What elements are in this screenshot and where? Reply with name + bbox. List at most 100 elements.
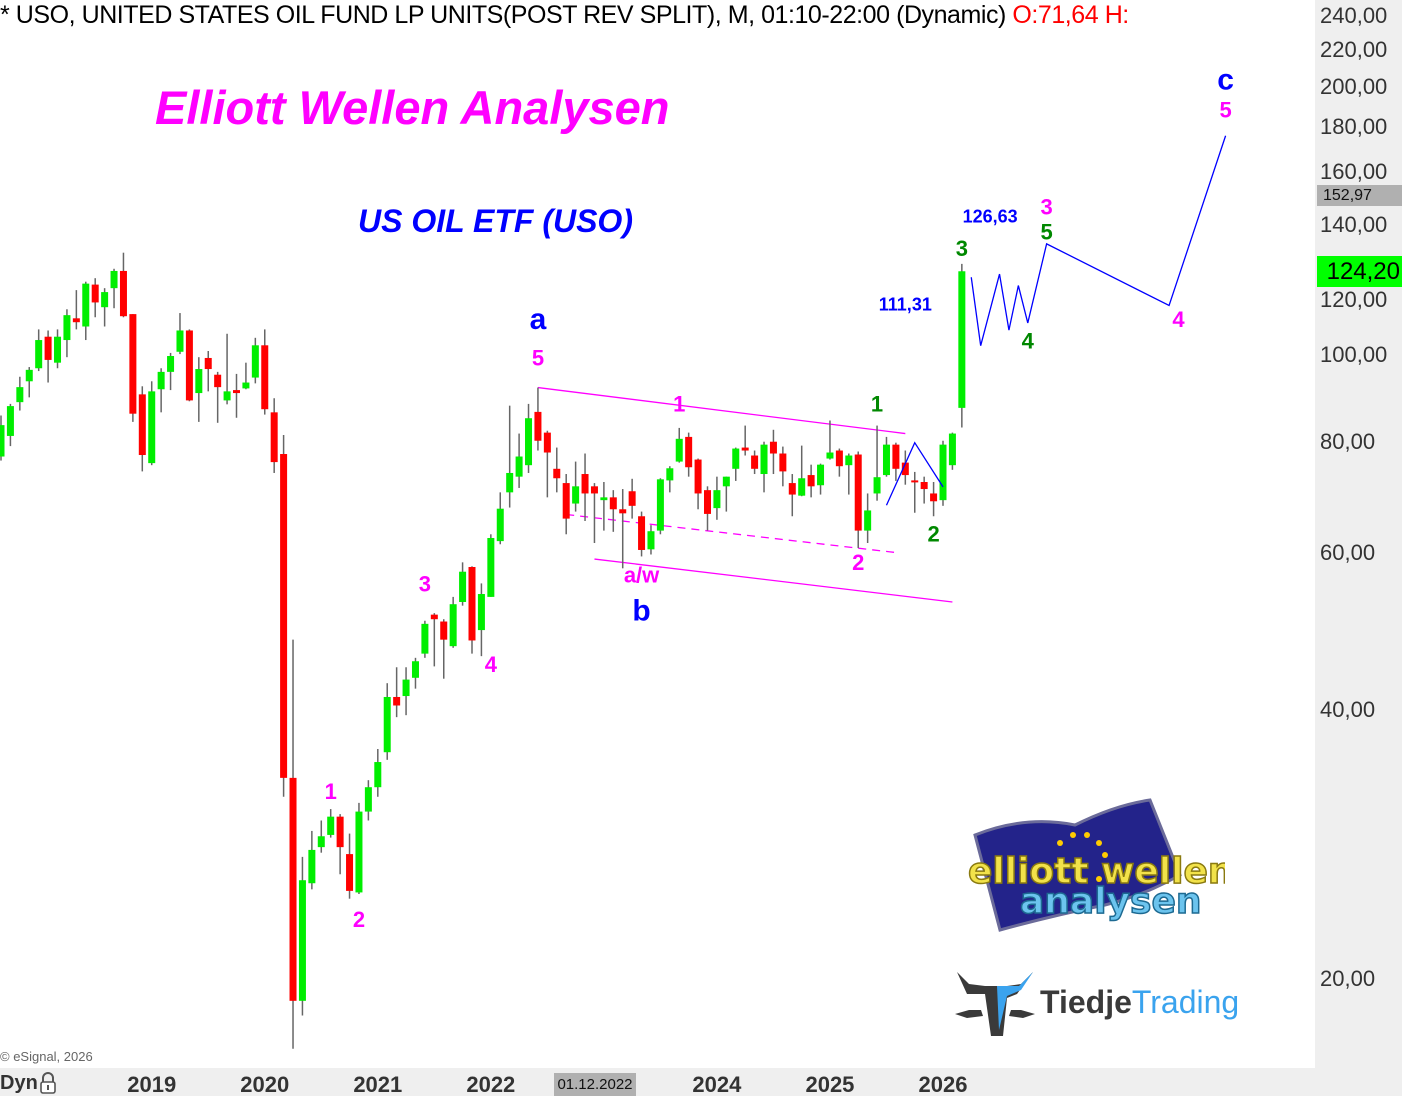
candle-up bbox=[157, 371, 165, 390]
candle-up bbox=[35, 340, 43, 369]
candle-up bbox=[845, 455, 853, 466]
wave-label: 126,63 bbox=[963, 206, 1018, 226]
wave-label: 5 bbox=[532, 346, 544, 371]
candle-up bbox=[948, 433, 956, 466]
x-tick-label: 2019 bbox=[127, 1072, 177, 1097]
y-tick-label: 20,00 bbox=[1320, 965, 1376, 991]
y-tick-label: 140,00 bbox=[1320, 211, 1388, 237]
candle-up bbox=[101, 292, 109, 308]
candle-down bbox=[901, 462, 909, 476]
lock-icon[interactable] bbox=[38, 1072, 58, 1099]
channel-trendline bbox=[594, 558, 953, 603]
candle-up bbox=[826, 452, 834, 459]
y-tick-label: 80,00 bbox=[1320, 428, 1376, 454]
candle-up bbox=[148, 391, 156, 464]
candle-down bbox=[911, 480, 919, 483]
crosshair-date-label: 01.12.2022 bbox=[554, 1073, 636, 1096]
candle-down bbox=[233, 390, 240, 394]
y-tick-label: 100,00 bbox=[1320, 342, 1388, 368]
candle-up bbox=[600, 497, 608, 501]
candle-up bbox=[732, 448, 740, 469]
candle-up bbox=[817, 464, 825, 486]
candle-down bbox=[468, 566, 476, 641]
chart-plot-area[interactable]: 1 2 3 4 5 a 1 a/w b 2 1 2 3 126,63 111,31 3 5 4 4 5 c bbox=[0, 0, 1315, 1068]
candle-up bbox=[525, 418, 533, 466]
candle-up bbox=[873, 477, 881, 494]
candle-down bbox=[835, 450, 843, 467]
candle-down bbox=[543, 432, 551, 453]
candle-up bbox=[298, 880, 306, 1001]
candle-down bbox=[920, 482, 928, 490]
wave-label: 1 bbox=[673, 391, 685, 416]
y-tick-label: 200,00 bbox=[1320, 73, 1388, 99]
x-tick-label: 2024 bbox=[692, 1072, 742, 1097]
y-tick-label: 60,00 bbox=[1320, 540, 1376, 566]
candle-down bbox=[562, 483, 570, 519]
headline-title: Elliott Wellen Analysen bbox=[155, 81, 670, 134]
svg-text:analysen: analysen bbox=[1020, 881, 1202, 922]
svg-text:elliott wellen: elliott wellen bbox=[968, 851, 1225, 892]
y-tick-label: 220,00 bbox=[1320, 36, 1388, 62]
x-tick-label: 2020 bbox=[240, 1072, 290, 1097]
candle-down bbox=[204, 357, 212, 370]
candle-down bbox=[779, 453, 787, 472]
time-axis[interactable]: 2019 2020 2021 2022 2024 2025 2026 bbox=[0, 1068, 1315, 1097]
candle-up bbox=[515, 456, 523, 477]
y-tick-label: 40,00 bbox=[1320, 697, 1376, 723]
ohlc-readout: O:71,64 H: bbox=[1012, 1, 1129, 29]
candle-up bbox=[449, 604, 457, 647]
wave-label: 1 bbox=[325, 779, 337, 804]
candle-down bbox=[619, 509, 627, 514]
candle-down bbox=[628, 491, 636, 506]
wave-label: 4 bbox=[1022, 328, 1035, 353]
candle-up bbox=[647, 531, 655, 550]
candle-up bbox=[251, 345, 259, 378]
candle-down bbox=[214, 374, 222, 388]
candle-down bbox=[751, 455, 759, 469]
wave-projection-path bbox=[970, 135, 1227, 346]
wave-label: 3 bbox=[1040, 194, 1052, 219]
candle-down bbox=[44, 336, 52, 360]
candle-down bbox=[119, 270, 127, 317]
y-tick-label: 120,00 bbox=[1320, 287, 1388, 312]
candle-up bbox=[327, 816, 335, 835]
candle-up bbox=[383, 696, 391, 753]
y-tick-label: 160,00 bbox=[1320, 159, 1388, 184]
price-axis[interactable]: 240,00 220,00 200,00 180,00 160,00 140,00 120,… bbox=[1315, 0, 1402, 1096]
candle-down bbox=[336, 816, 344, 848]
wave-label: 5 bbox=[1219, 98, 1231, 123]
candle-down bbox=[704, 490, 711, 514]
candle-down bbox=[854, 454, 862, 531]
candle-up bbox=[16, 387, 24, 403]
wave-label: 111,31 bbox=[879, 295, 932, 315]
candle-up bbox=[317, 836, 325, 848]
candle-up bbox=[798, 478, 806, 496]
candle-up bbox=[666, 468, 674, 481]
wave-label: 5 bbox=[1040, 220, 1052, 245]
wave-label: 1 bbox=[871, 391, 883, 416]
copyright-text: © eSignal, 2026 bbox=[0, 1049, 93, 1064]
chart-subtitle: US OIL ETF (USO) bbox=[358, 203, 633, 239]
x-tick-label: 2021 bbox=[353, 1072, 403, 1097]
candle-up bbox=[0, 425, 5, 457]
candle-down bbox=[788, 483, 796, 495]
candle-up bbox=[63, 315, 71, 341]
candle-up bbox=[82, 283, 90, 327]
candle-down bbox=[685, 436, 693, 468]
wave-projection-path bbox=[885, 441, 944, 506]
candle-up bbox=[54, 336, 62, 363]
candle-down bbox=[185, 330, 193, 401]
candle-up bbox=[6, 406, 14, 436]
wave-label: b bbox=[632, 594, 650, 627]
candle-down bbox=[346, 854, 354, 891]
candle-up bbox=[477, 594, 485, 631]
candle-up bbox=[572, 486, 580, 504]
candle-down bbox=[581, 474, 589, 494]
candle-up bbox=[496, 508, 504, 542]
candle-up bbox=[223, 391, 231, 401]
candle-down bbox=[534, 411, 542, 441]
candle-down bbox=[129, 314, 137, 414]
candle-up bbox=[110, 270, 118, 289]
candle-down bbox=[638, 516, 646, 550]
last-price-label: 124,20 bbox=[1317, 256, 1402, 287]
